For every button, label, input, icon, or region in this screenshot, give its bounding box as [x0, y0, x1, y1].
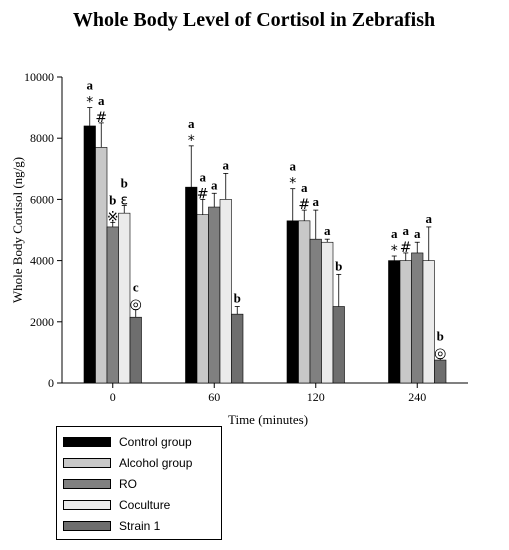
group-letter-label: b	[437, 329, 444, 344]
x-tick-label: 0	[110, 390, 116, 404]
bar	[118, 212, 131, 384]
legend-label: Coculture	[119, 497, 171, 512]
y-tick-label: 10000	[24, 70, 54, 84]
significance-symbol: ◎	[130, 297, 142, 313]
bar	[129, 316, 142, 384]
group-letter-label: a	[200, 169, 207, 184]
legend-label: Strain 1	[119, 518, 161, 533]
significance-symbol: *	[86, 95, 93, 111]
bar	[298, 220, 311, 384]
bar	[219, 199, 232, 384]
group-letter-label: a	[301, 180, 308, 195]
y-tick-label: 4000	[30, 254, 54, 268]
bar	[422, 260, 435, 384]
y-tick-label: 6000	[30, 192, 54, 206]
significance-symbol: #	[197, 186, 209, 202]
group-letter-label: a	[87, 78, 94, 93]
legend: Control group Alcohol group RO Coculture Str…	[56, 426, 222, 540]
group-letter-label: a	[313, 194, 320, 209]
group-letter-label: a	[324, 223, 331, 238]
bar	[208, 206, 221, 384]
y-tick-label: 0	[48, 376, 54, 390]
significance-symbol: #	[95, 110, 107, 126]
group-letter-label: a	[414, 226, 421, 241]
group-letter-label: a	[290, 159, 297, 174]
group-letter-label: a	[211, 177, 218, 192]
bar	[388, 260, 401, 384]
chart: Whole Body Level of Cortisol in Zebrafis…	[10, 9, 468, 427]
significance-symbol: #	[400, 240, 412, 256]
legend-swatch	[63, 499, 111, 510]
legend-entry: Strain 1	[63, 515, 215, 536]
legend-entry: Coculture	[63, 494, 215, 515]
bar	[196, 214, 209, 384]
x-tick-label: 120	[307, 390, 325, 404]
y-axis-label: Whole Body Cortisol (ng/g)	[10, 157, 25, 303]
y-tick-label: 2000	[30, 315, 54, 329]
bar	[332, 306, 345, 384]
legend-entry: Alcohol group	[63, 452, 215, 473]
group-letter-label: b	[234, 291, 241, 306]
x-tick-label: 60	[208, 390, 220, 404]
bar	[321, 241, 334, 384]
bar	[434, 359, 447, 384]
chart-title: Whole Body Level of Cortisol in Zebrafis…	[73, 9, 435, 31]
significance-symbol: *	[391, 243, 398, 259]
x-axis-label: Time (minutes)	[228, 412, 308, 427]
legend-entry: Control group	[63, 431, 215, 452]
group-letter-label: a	[391, 226, 398, 241]
bar	[286, 220, 299, 384]
y-tick-label: 8000	[30, 131, 54, 145]
group-letter-label: a	[98, 93, 105, 108]
bar	[83, 125, 96, 384]
legend-swatch	[63, 457, 111, 468]
significance-symbol: #	[298, 197, 310, 213]
x-tick-label: 240	[408, 390, 426, 404]
bar	[399, 260, 412, 384]
legend-label: Alcohol group	[119, 455, 193, 470]
legend-entry: RO	[63, 473, 215, 494]
bar	[309, 238, 322, 384]
group-letter-label: b	[109, 192, 116, 207]
legend-label: Control group	[119, 434, 192, 449]
group-letter-label: a	[403, 223, 410, 238]
significance-symbol: ◎	[434, 346, 446, 362]
group-letter-label: c	[133, 280, 139, 295]
group-letter-label: a	[188, 116, 195, 131]
bar	[106, 226, 119, 384]
legend-label: RO	[119, 476, 137, 491]
group-letter-label: b	[335, 258, 342, 273]
legend-swatch	[63, 520, 111, 531]
significance-symbol: *	[289, 176, 296, 192]
group-letter-label: b	[121, 176, 128, 191]
legend-swatch	[63, 478, 111, 489]
significance-symbol: *	[188, 133, 195, 149]
bar	[185, 186, 198, 384]
significance-symbol: ※	[107, 209, 119, 225]
significance-symbol: ε	[120, 193, 128, 209]
group-letter-label: a	[426, 211, 433, 226]
legend-swatch	[63, 436, 111, 447]
bar	[411, 252, 424, 384]
group-letter-label: a	[223, 157, 230, 172]
bar	[95, 147, 108, 384]
bar	[231, 313, 244, 384]
